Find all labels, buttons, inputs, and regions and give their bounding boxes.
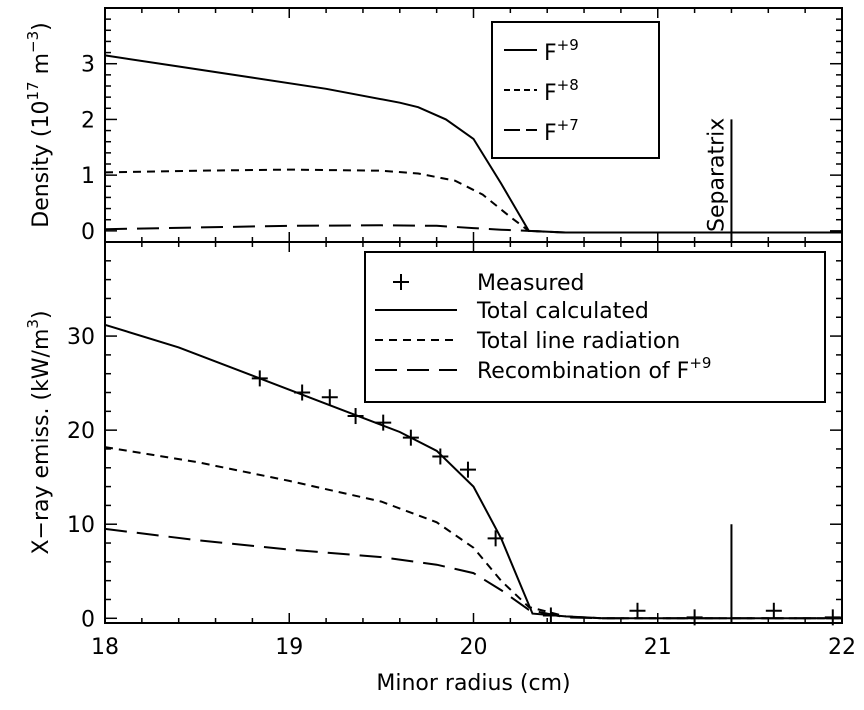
legend-label: Total line radiation [476,329,680,354]
measured-point [432,448,449,465]
y-tick-label: 0 [81,607,95,632]
measured-point [294,384,311,401]
x-tick-label: 21 [644,635,672,660]
legend-label: F+8 [544,76,579,106]
y-tick-label: 3 [81,53,95,78]
measured-point [629,602,646,619]
x-axis-label: Minor radius (cm) [376,671,570,696]
measured-point [347,408,364,425]
legend-box [364,251,826,403]
measured-point [459,461,476,478]
density-panel: 0 1 2 3 Density (1017 m−3) Separatrix F+9 F+8 F+… [24,7,843,245]
y-tick-label: 1 [81,164,95,189]
x-tick-label: 22 [828,635,856,660]
measured-point [321,389,338,406]
y-tick-label: 0 [81,220,95,245]
y-tick-label: 30 [67,325,95,350]
series-line-density-3 [104,224,842,234]
legend-label: F+9 [544,36,579,66]
legend-label: Total calculated [476,299,649,324]
legend-measured-marker [393,274,409,290]
measured-point [686,609,703,626]
y-tick-label: 10 [67,513,95,538]
y-axis-label: Density (1017 m−3) [24,22,54,227]
measured-point [765,602,782,619]
y-tick-label: 2 [81,108,95,133]
measured-point [375,414,392,431]
xray-panel: 18 19 20 21 22 Minor radius (cm) 0 10 20 30 X−ray … [24,241,856,696]
measured-point [487,530,504,547]
measured-point [402,429,419,446]
separatrix-label: Separatrix [704,118,729,232]
measured-point [542,607,559,624]
x-tick-label: 18 [91,635,119,660]
x-tick-label: 19 [275,635,303,660]
y-tick-label: 20 [67,419,95,444]
measured-point [824,609,841,626]
series-line-xray-2 [104,446,842,620]
series-line-xray-3 [104,527,842,620]
legend-label: Recombination of F+9 [477,354,711,384]
legend-label: Measured [477,271,584,296]
y-axis-label: X−ray emiss. (kW/m3) [24,310,54,554]
x-tick-label: 20 [460,635,488,660]
legend-label: F+7 [544,116,579,146]
measured-point [251,370,268,387]
